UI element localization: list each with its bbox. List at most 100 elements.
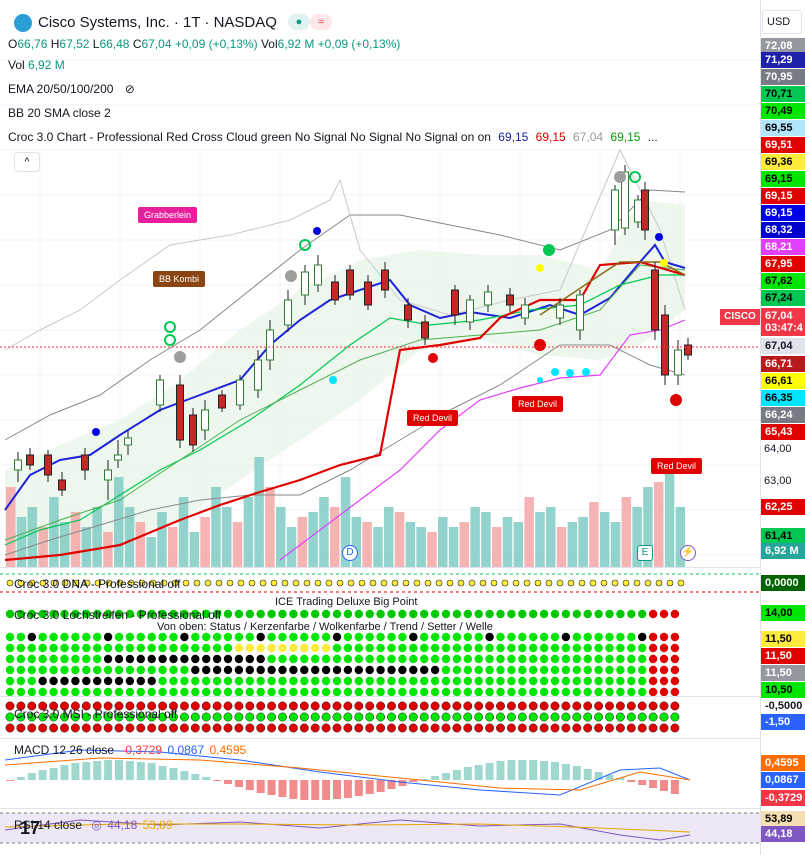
- dna-dot: [204, 579, 212, 587]
- croc-more[interactable]: ...: [647, 130, 658, 144]
- wave-icon[interactable]: ≈: [310, 14, 332, 30]
- chart-canvas[interactable]: [0, 0, 760, 855]
- pane-value-label: 62,25: [761, 499, 805, 515]
- flash-event-icon[interactable]: ⚡: [680, 545, 696, 561]
- ema-legend[interactable]: EMA 20/50/100/200 ⊘: [8, 82, 135, 96]
- pane-divider[interactable]: [0, 567, 760, 568]
- vol-legend[interactable]: Vol 6,92 M: [8, 58, 65, 72]
- bb-kombi-label[interactable]: BB Kombi: [153, 271, 206, 287]
- lochstreifen-dot: [638, 654, 647, 664]
- lochstreifen-dot: [441, 643, 451, 653]
- volume-bar: [610, 522, 621, 567]
- dna-dot: [545, 579, 553, 587]
- lochstreifen-dot: [169, 654, 178, 664]
- lochstreifen-dot: [648, 687, 658, 697]
- msi-dot: [474, 723, 484, 733]
- lochstreifen-dot: [409, 665, 418, 675]
- loch-panel-title[interactable]: Croc 3.0 Lochstreifen - Professional off: [14, 608, 222, 622]
- lochstreifen-dot: [550, 676, 560, 686]
- lochstreifen-dot: [441, 687, 451, 697]
- pane-divider[interactable]: [0, 808, 760, 809]
- lochstreifen-dot: [539, 609, 549, 619]
- lochstreifen-dot: [245, 687, 254, 697]
- lochstreifen-dot: [311, 687, 320, 697]
- msi-dot: [190, 712, 200, 722]
- volume-bar: [373, 527, 383, 567]
- croc-legend[interactable]: Croc 3.0 Chart - Professional Red Cross …: [8, 130, 658, 144]
- dna-dot: [215, 579, 223, 587]
- lochstreifen-dot: [278, 654, 287, 664]
- volume-bar: [319, 497, 329, 567]
- candle-body: [651, 269, 659, 331]
- lochstreifen-dot: [507, 676, 516, 686]
- price-label: 71,29: [761, 52, 805, 68]
- lochstreifen-dot: [398, 676, 407, 686]
- dna-panel-title[interactable]: Croc 3.0 DNA - Professional off: [14, 577, 181, 591]
- msi-dot: [594, 723, 604, 733]
- msi-dot: [615, 712, 625, 722]
- msi-dot: [430, 723, 440, 733]
- croc-value-blue: 69,15: [498, 130, 529, 144]
- price-label: 70,49: [761, 103, 805, 119]
- rsi-cycle-icon[interactable]: ◎: [91, 818, 102, 832]
- lochstreifen-dot: [365, 665, 374, 675]
- lochstreifen-dot: [147, 654, 156, 664]
- pane-divider[interactable]: [0, 696, 760, 697]
- bb-legend[interactable]: BB 20 SMA close 2: [8, 106, 111, 120]
- lochstreifen-dot: [223, 609, 233, 619]
- lochstreifen-dot: [136, 609, 145, 619]
- macd-histogram-bar: [256, 780, 265, 793]
- lochstreifen-dot: [136, 676, 145, 686]
- grabberlein-label[interactable]: Grabberlein: [138, 207, 198, 223]
- market-status-icon[interactable]: ●: [288, 14, 310, 30]
- lochstreifen-dot: [27, 609, 36, 619]
- lochstreifen-dot: [420, 654, 429, 664]
- pane-divider[interactable]: [0, 738, 760, 739]
- macd-histogram-bar: [6, 780, 14, 781]
- eye-off-icon[interactable]: ⊘: [124, 82, 135, 96]
- macd-histogram-bar: [300, 780, 309, 800]
- candle-body: [301, 271, 309, 296]
- macd-histogram-bar: [147, 763, 156, 780]
- price-label: 66,24: [761, 407, 805, 423]
- lochstreifen-dot: [550, 665, 560, 675]
- lochstreifen-dot: [300, 643, 309, 653]
- msi-dot: [626, 701, 636, 711]
- dividend-event-icon[interactable]: D: [342, 545, 358, 561]
- msi-dot: [332, 701, 342, 711]
- lochstreifen-dot: [409, 643, 418, 653]
- symbol-badge[interactable]: CISCO: [720, 309, 760, 325]
- msi-dot: [605, 712, 614, 722]
- msi-dot: [70, 712, 80, 722]
- red-devil-label-1[interactable]: Red Devil: [407, 410, 459, 426]
- lochstreifen-dot: [496, 632, 505, 642]
- red-devil-label-3[interactable]: Red Devil: [651, 458, 703, 474]
- lochstreifen-dot: [539, 643, 549, 653]
- currency-selector[interactable]: USD: [762, 10, 802, 34]
- lochstreifen-dot: [572, 676, 581, 686]
- msi-panel-title[interactable]: Croc 3.0 MSI - Professional off: [14, 707, 178, 721]
- lochstreifen-dot: [605, 654, 614, 664]
- lochstreifen-dot: [485, 687, 494, 697]
- volume-bar: [384, 507, 394, 567]
- lochstreifen-dot: [594, 643, 603, 653]
- volume-bar: [535, 512, 545, 567]
- lochstreifen-dot: [147, 632, 156, 642]
- lochstreifen-dot: [485, 654, 494, 664]
- macd-legend[interactable]: MACD 12 26 close -0,3729 0,0867 0,4595: [14, 743, 246, 757]
- red-devil-label-2[interactable]: Red Devil: [512, 396, 564, 412]
- macd-histogram-bar: [191, 774, 200, 780]
- lochstreifen-dot: [387, 665, 396, 675]
- earnings-event-icon[interactable]: E: [637, 545, 653, 561]
- msi-dot: [81, 712, 91, 722]
- lochstreifen-dot: [529, 643, 538, 653]
- tradingview-logo-icon[interactable]: 17: [20, 818, 41, 838]
- msi-dot: [572, 723, 582, 733]
- rsi-legend[interactable]: RSI 14 close ◎ 44,18 53,89: [14, 818, 173, 832]
- lochstreifen-dot: [583, 654, 592, 664]
- symbol-title[interactable]: Cisco Systems, Inc. · 1T · NASDAQ: [38, 14, 277, 31]
- collapse-legend-button[interactable]: ^: [14, 152, 40, 172]
- lochstreifen-dot: [430, 609, 440, 619]
- lochstreifen-dot: [311, 609, 320, 619]
- lochstreifen-dot: [627, 654, 636, 664]
